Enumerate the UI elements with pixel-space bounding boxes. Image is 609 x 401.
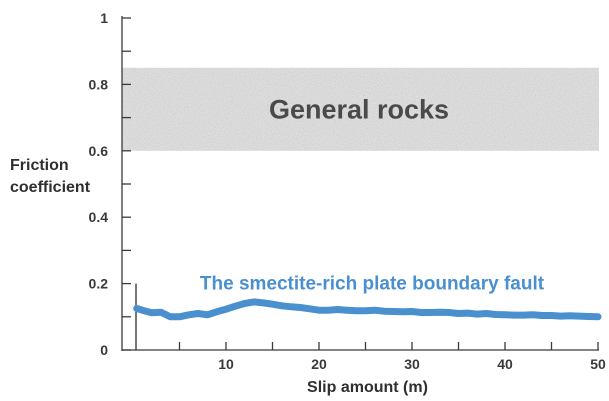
series-point (343, 307, 350, 314)
series-point (139, 307, 146, 314)
x-axis-label: Slip amount (m) (307, 379, 428, 396)
series-point (288, 303, 295, 310)
series-label: The smectite-rich plate boundary fault (200, 274, 545, 295)
series-point (316, 307, 322, 314)
series-point (455, 310, 462, 317)
series-point (223, 306, 229, 313)
x-tick-label: 20 (311, 356, 327, 372)
series-point (176, 313, 183, 320)
x-tick-label: 40 (497, 356, 513, 372)
y-tick-label: 0.2 (89, 276, 109, 292)
series-point (213, 308, 220, 315)
y-axis-label: Friction coefficient (10, 157, 91, 196)
series-point (362, 307, 369, 314)
series-point (260, 299, 267, 306)
series-point (167, 313, 174, 320)
series-point (232, 303, 239, 310)
series-point (185, 311, 192, 318)
y-tick-label: 0.8 (89, 76, 109, 92)
band-general-rocks (122, 67, 599, 151)
series-point (529, 311, 536, 318)
y-tick-label: 0 (100, 342, 108, 358)
series-point (483, 310, 490, 317)
series-point (250, 298, 257, 305)
series-point (492, 311, 499, 318)
series-point (278, 302, 285, 309)
series-point (353, 307, 360, 314)
series-point (474, 311, 481, 318)
series-point (548, 312, 555, 319)
x-tick-label: 30 (404, 356, 420, 372)
series-point (148, 309, 155, 316)
series-point (595, 313, 601, 320)
series-point (436, 309, 443, 316)
series-point (297, 304, 304, 311)
series-point (399, 308, 406, 315)
series-point (325, 307, 332, 314)
series-point (418, 309, 425, 316)
series-point (502, 311, 508, 318)
series-point (133, 305, 140, 312)
series-point (306, 305, 313, 312)
series-point (409, 308, 415, 315)
series-point (520, 312, 527, 319)
y-axis-label-line: coefficient (10, 179, 91, 196)
series-point (446, 309, 453, 316)
series-point (390, 308, 397, 315)
series-point (511, 312, 518, 319)
y-tick-label: 0.6 (89, 143, 109, 159)
series-point (241, 300, 248, 307)
series-point (204, 311, 211, 318)
band-label: General rocks (269, 94, 449, 124)
series-point (334, 306, 341, 313)
y-tick-label: 1 (100, 10, 108, 26)
y-axis-label-line: Friction (10, 157, 69, 174)
series-point (585, 313, 592, 320)
series-point (539, 312, 546, 319)
x-tick-label: 10 (218, 356, 234, 372)
series-point (464, 310, 471, 317)
y-tick-label: 0.4 (89, 209, 109, 225)
series-point (195, 310, 202, 317)
series-point (381, 308, 388, 315)
series-point (557, 313, 564, 320)
series-point (567, 312, 574, 319)
series-point (427, 309, 434, 316)
series-point (269, 301, 276, 308)
series-point (576, 313, 583, 320)
series-point (157, 309, 164, 316)
series-point (371, 307, 378, 314)
x-tick-label: 50 (590, 356, 606, 372)
